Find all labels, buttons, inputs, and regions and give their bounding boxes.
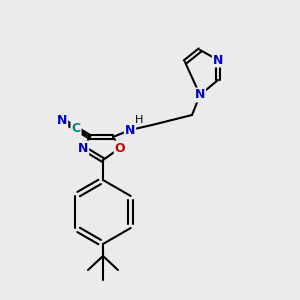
Text: N: N [57, 113, 67, 127]
Text: N: N [125, 124, 135, 136]
Text: N: N [195, 88, 205, 101]
Text: O: O [115, 142, 125, 154]
Text: N: N [78, 142, 88, 154]
Text: N: N [213, 53, 223, 67]
Text: C: C [71, 122, 81, 135]
Text: H: H [135, 115, 143, 125]
